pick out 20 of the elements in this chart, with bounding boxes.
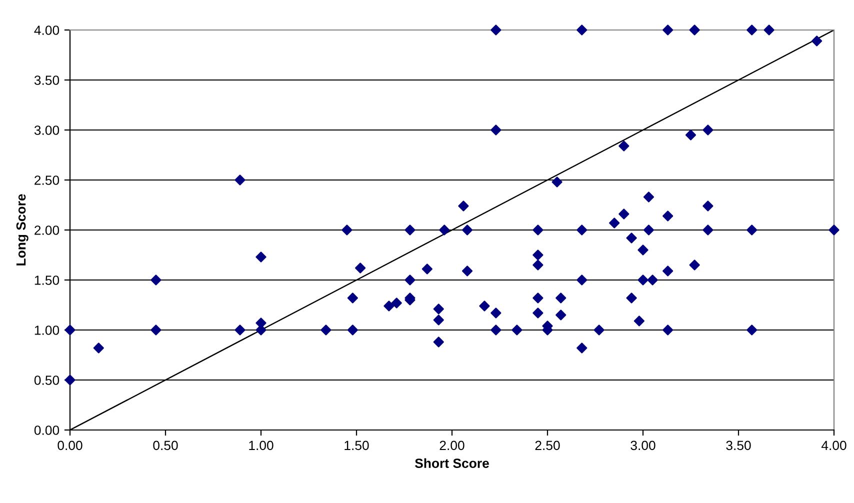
x-tick-label: 4.00 bbox=[821, 440, 846, 450]
y-tick-label: 3.00 bbox=[34, 126, 60, 135]
y-tick-label: 2.00 bbox=[34, 226, 60, 235]
y-axis-title: Long Score bbox=[16, 194, 28, 266]
x-tick-label: 1.50 bbox=[344, 440, 369, 450]
y-tick-label: 1.50 bbox=[34, 276, 60, 285]
x-tick-label: 3.00 bbox=[630, 440, 656, 450]
x-tick-label: 0.00 bbox=[58, 440, 82, 450]
y-tick-label: 0.50 bbox=[34, 376, 60, 385]
x-tick-label: 2.50 bbox=[535, 440, 560, 450]
y-tick-label: 4.00 bbox=[34, 26, 60, 35]
y-tick-label: 2.50 bbox=[34, 176, 60, 185]
x-tick-label: 3.50 bbox=[726, 440, 751, 450]
y-tick-label: 0.00 bbox=[34, 426, 60, 435]
x-tick-label: 0.50 bbox=[153, 440, 178, 450]
y-tick-label: 1.00 bbox=[34, 326, 60, 335]
x-axis-title: Short Score bbox=[414, 458, 489, 468]
y-tick-label: 3.50 bbox=[34, 76, 60, 85]
x-tick-label: 1.00 bbox=[249, 440, 274, 450]
x-tick-label: 2.00 bbox=[440, 440, 464, 450]
